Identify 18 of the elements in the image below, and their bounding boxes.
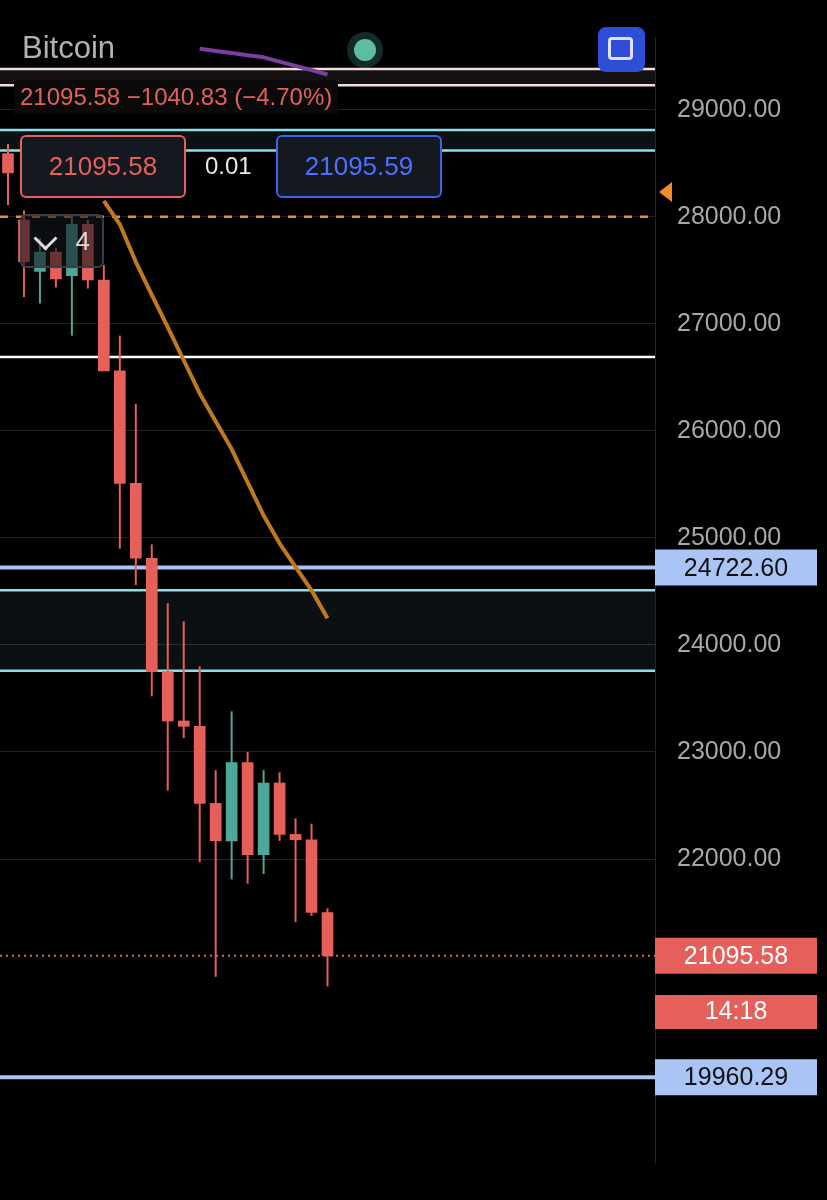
y-tick-label: 23000.00 xyxy=(677,735,782,764)
annotation: 4 xyxy=(20,214,104,268)
annotation: 0.01 xyxy=(205,152,253,181)
ref-line-label: 21095.58 xyxy=(683,940,789,969)
y-tick-label: 28000.00 xyxy=(677,200,782,229)
y-tick-label: 25000.00 xyxy=(677,521,782,550)
annotation: 21095.59 xyxy=(276,135,442,198)
y-tick-label: 29000.00 xyxy=(677,93,782,122)
ref-line-label: 19960.29 xyxy=(683,1062,789,1091)
y-tick-label: 26000.00 xyxy=(677,414,782,443)
text: 14:18 xyxy=(655,995,817,1029)
y-tick-label: 27000.00 xyxy=(677,307,782,336)
annotation: 21095.58 xyxy=(20,135,186,198)
text: 21095.58 −1040.83 (−4.70%) xyxy=(14,80,339,114)
y-tick-label: 24000.00 xyxy=(677,628,782,657)
chart-title: Bitcoin xyxy=(22,30,116,66)
ref-line-label: 24722.60 xyxy=(683,552,789,581)
y-tick-label: 22000.00 xyxy=(677,842,782,871)
